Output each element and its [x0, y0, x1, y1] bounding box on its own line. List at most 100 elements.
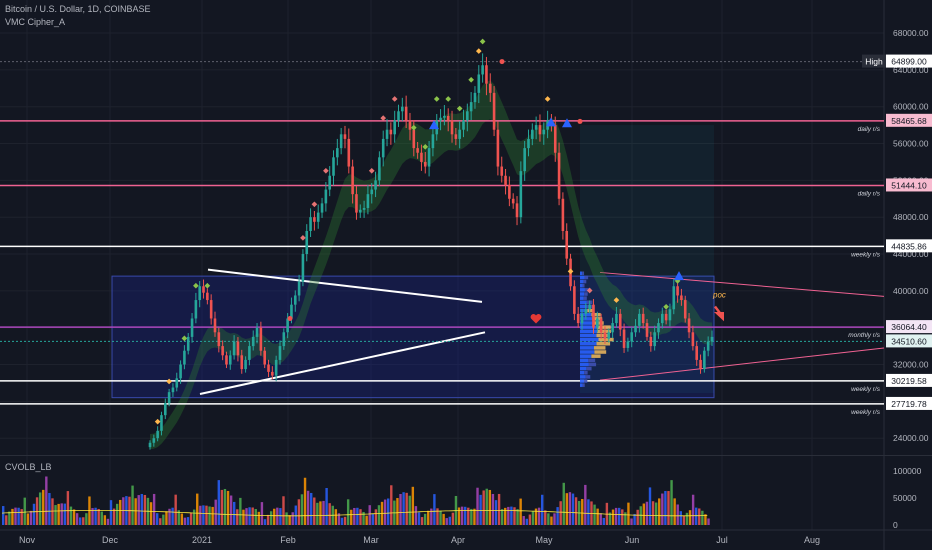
volume-bar: [242, 509, 245, 525]
candle: [389, 122, 393, 145]
candle-body: [626, 341, 630, 348]
candle-body: [660, 313, 664, 324]
volume-bar: [553, 513, 556, 525]
signal-dot: [468, 76, 474, 83]
volume-bar: [72, 509, 76, 525]
candle: [313, 210, 316, 231]
volume-bar: [479, 494, 482, 525]
volume-bar: [658, 498, 661, 525]
price-label-box: [886, 178, 932, 192]
candle-body: [538, 125, 542, 135]
candle-body: [412, 129, 416, 149]
volume-bar: [642, 503, 646, 525]
profile-bar: [584, 288, 589, 292]
volume-bar: [38, 492, 42, 525]
candle: [450, 110, 454, 143]
volume-bar: [260, 502, 264, 525]
candle: [366, 184, 370, 215]
volume-bar: [122, 497, 125, 525]
blue-triangle-marker: [429, 120, 439, 130]
volume-bar: [208, 506, 211, 525]
profile-bar: [584, 370, 588, 375]
candle: [488, 73, 492, 102]
profile-bar: [580, 300, 587, 305]
candle: [458, 121, 461, 149]
candle-body: [645, 323, 649, 337]
signal-dot: [479, 38, 486, 45]
candle-body: [466, 111, 469, 121]
candle: [217, 327, 221, 353]
volume-bar: [245, 508, 248, 525]
price-label-text: 64899.00: [891, 57, 927, 67]
volume-bar: [670, 480, 673, 525]
candle: [206, 288, 209, 305]
candle: [339, 128, 343, 155]
candle: [454, 128, 458, 146]
volume-tick-label: 50000: [893, 493, 917, 503]
volume-bar: [140, 493, 143, 525]
volume-bar: [91, 508, 94, 525]
candle: [343, 125, 347, 149]
candle-body: [680, 295, 683, 301]
profile-bar: [580, 337, 599, 342]
candle-body: [531, 129, 534, 139]
volume-bar: [152, 493, 156, 525]
volume-bar: [263, 519, 267, 525]
volume-bar: [273, 508, 276, 525]
volume-bar: [236, 509, 239, 525]
candle-body: [251, 336, 255, 347]
volume-bar: [581, 499, 584, 525]
candle-body: [691, 332, 695, 347]
candle: [504, 168, 507, 195]
candle: [404, 95, 408, 129]
candle: [240, 349, 244, 374]
candle-body: [618, 313, 622, 330]
volume-bar: [645, 501, 649, 525]
candle-body: [160, 415, 163, 431]
candle: [477, 65, 481, 104]
volume-bar: [522, 516, 525, 525]
candle-body: [534, 125, 538, 130]
candle: [362, 200, 366, 218]
volume-tick-label: 0: [893, 520, 898, 530]
volume-bar: [131, 485, 134, 525]
candle: [301, 249, 305, 287]
volume-bar: [445, 518, 448, 525]
candle-body: [481, 65, 484, 75]
volume-bar: [528, 514, 532, 525]
volume-bar: [112, 508, 116, 525]
candle: [657, 318, 660, 339]
signal-dot: [204, 282, 211, 289]
candle-body: [397, 111, 400, 121]
candle: [626, 337, 630, 352]
candle: [198, 281, 202, 308]
signal-dot: [433, 96, 440, 102]
candle: [508, 176, 511, 207]
candle: [611, 317, 614, 339]
volume-bar: [186, 517, 190, 525]
price-tick-label: 32000.00: [893, 360, 929, 370]
volume-bar: [442, 513, 445, 525]
volume-bar: [698, 508, 701, 525]
candle-body: [232, 341, 236, 356]
profile-bar: [580, 333, 597, 338]
candle-body: [152, 438, 156, 443]
candle-body: [427, 148, 431, 167]
volume-bar: [103, 515, 107, 525]
price-tick-label: 64000.00: [893, 65, 929, 75]
profile-bar: [580, 383, 583, 387]
profile-bar: [580, 362, 589, 367]
candle-body: [416, 148, 419, 153]
candle-body: [186, 336, 190, 351]
volume-bar: [636, 509, 639, 525]
candle-body: [553, 125, 557, 153]
volume-bar: [593, 504, 596, 525]
candle: [152, 434, 156, 447]
candle: [255, 323, 259, 344]
price-label-daily-2: 51444.10: [886, 178, 932, 192]
candle: [703, 347, 706, 373]
candle-body: [271, 371, 274, 376]
candle: [680, 288, 683, 306]
volume-bar: [279, 508, 282, 525]
